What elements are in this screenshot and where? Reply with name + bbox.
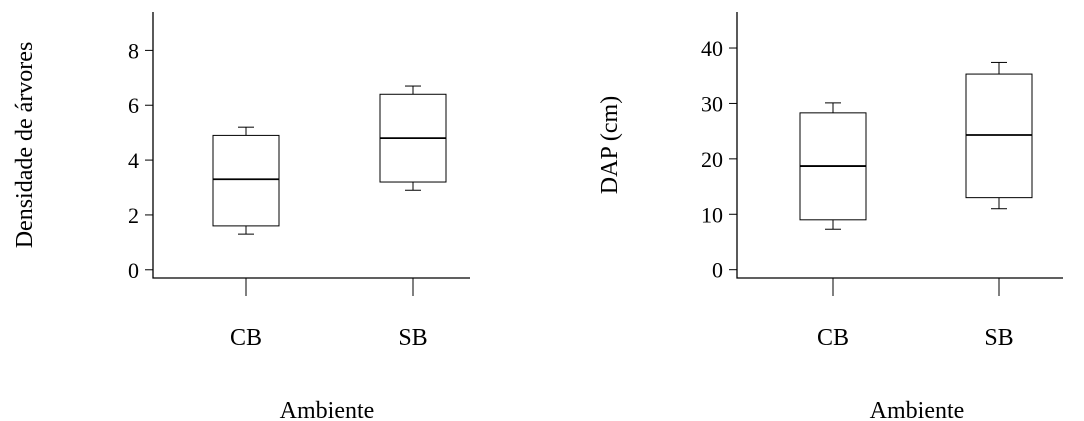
density-xlabel: Ambiente — [280, 398, 375, 421]
dap-box-cb — [799, 102, 867, 230]
density-xtick-label: CB — [230, 325, 262, 351]
density-boxplot-panel: Densidade de árvores Ambiente 0 2 4 6 8 CB SB — [12, 12, 470, 421]
dap-ytick-label: 20 — [701, 147, 723, 172]
dap-ytick-label: 10 — [701, 202, 723, 227]
dap-xtick-label: CB — [817, 325, 849, 351]
density-ylabel: Densidade de árvores — [12, 42, 38, 249]
dap-boxplot-panel: DAP (cm) Ambiente 0 10 20 30 40 CB SB — [597, 12, 1063, 421]
density-ytick-label: 2 — [128, 203, 139, 228]
dap-xlabel: Ambiente — [870, 398, 965, 421]
iqr-box — [212, 134, 280, 227]
dap-ylabel: DAP (cm) — [597, 96, 623, 194]
density-xtick-label: SB — [398, 325, 427, 351]
density-box-sb — [379, 85, 447, 191]
dap-box-sb — [965, 61, 1033, 210]
dap-axes — [736, 12, 1063, 279]
density-ytick-label: 4 — [128, 148, 139, 173]
dap-ytick-label: 0 — [712, 258, 723, 283]
dap-ytick-label: 40 — [701, 36, 723, 61]
density-ytick-label: 0 — [128, 258, 139, 283]
dap-ytick-label: 30 — [701, 91, 723, 116]
density-ytick-label: 6 — [128, 93, 139, 118]
dap-xtick-label: SB — [984, 325, 1013, 351]
density-axes — [152, 12, 470, 279]
density-ytick-label: 8 — [128, 38, 139, 63]
density-box-cb — [212, 126, 280, 235]
